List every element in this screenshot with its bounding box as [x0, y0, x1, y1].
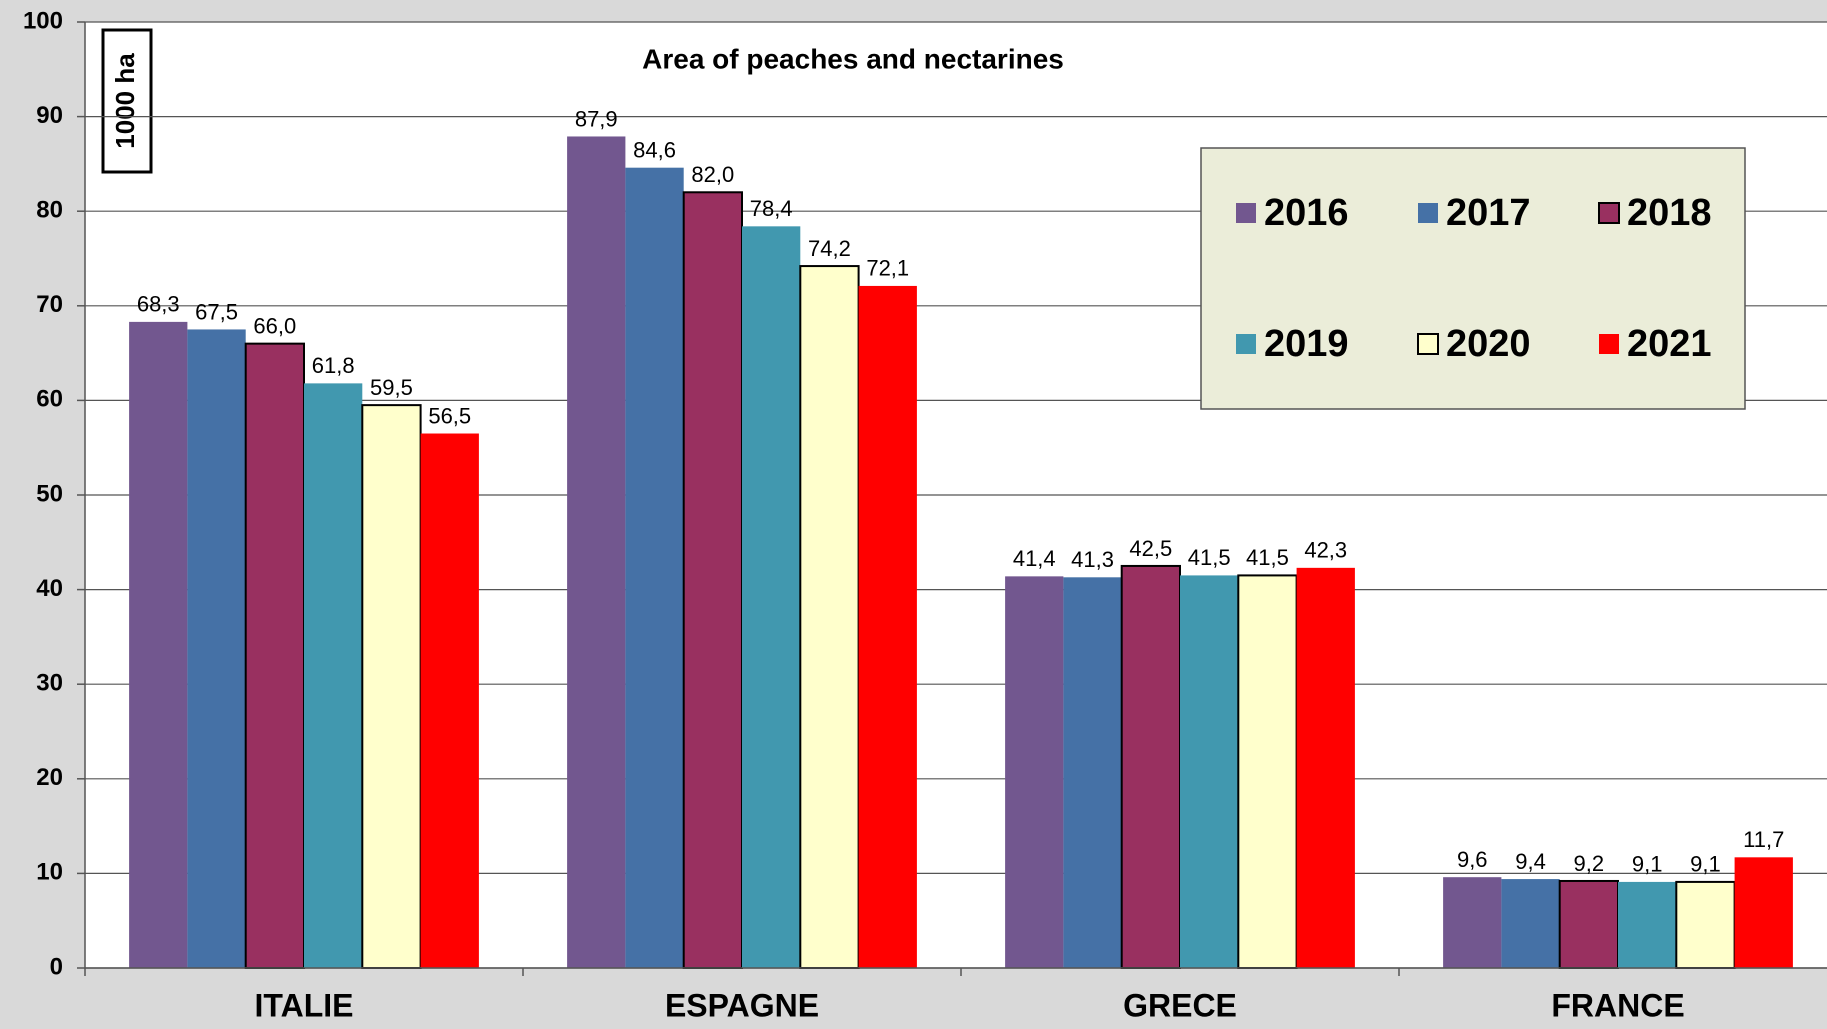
y-tick-label: 70: [36, 291, 63, 318]
bar: [420, 433, 479, 968]
bar: [187, 329, 246, 968]
data-label: 9,1: [1690, 852, 1721, 877]
bar: [361, 404, 422, 969]
data-label: 78,4: [750, 196, 793, 221]
y-tick-label: 80: [36, 197, 63, 224]
data-label: 56,5: [428, 403, 471, 428]
legend-swatch: [1236, 334, 1256, 354]
legend-label: 2016: [1264, 192, 1349, 234]
x-tick-label: ESPAGNE: [665, 987, 819, 1023]
y-tick-label: 40: [36, 575, 63, 602]
data-label: 72,1: [866, 256, 909, 281]
data-label: 68,3: [137, 292, 180, 317]
y-tick-label: 90: [36, 102, 63, 129]
bar: [567, 136, 626, 968]
legend-swatch: [1236, 203, 1256, 223]
legend-label: 2019: [1264, 323, 1349, 365]
x-tick-label: FRANCE: [1551, 987, 1684, 1023]
legend-swatch: [1417, 333, 1439, 355]
data-label: 87,9: [575, 106, 618, 131]
data-label: 9,6: [1457, 847, 1488, 872]
data-label: 41,3: [1071, 547, 1114, 572]
data-label: 82,0: [691, 162, 734, 187]
bar: [304, 383, 363, 968]
legend-swatch: [1598, 202, 1620, 224]
y-axis-label: 1000 ha: [110, 53, 140, 149]
bar: [1734, 857, 1793, 968]
bar: [1501, 879, 1560, 968]
data-label: 42,5: [1129, 536, 1172, 561]
y-tick-label: 50: [36, 480, 63, 507]
legend-swatch: [1599, 334, 1619, 354]
y-tick-label: 60: [36, 386, 63, 413]
y-tick-label: 20: [36, 764, 63, 791]
bar: [1005, 576, 1064, 968]
bar: [1120, 564, 1181, 969]
data-label: 59,5: [370, 375, 413, 400]
data-label: 66,0: [253, 313, 296, 338]
data-label: 67,5: [195, 299, 238, 324]
data-label: 41,4: [1013, 546, 1056, 571]
bar: [1558, 879, 1619, 970]
bar: [625, 167, 684, 968]
legend-swatch: [1418, 203, 1438, 223]
data-label: 9,1: [1632, 852, 1663, 877]
legend-label: 2018: [1627, 192, 1712, 234]
bar: [1443, 877, 1502, 968]
data-label: 9,2: [1574, 851, 1605, 876]
x-tick-label: ITALIE: [255, 987, 354, 1023]
bar: [1180, 575, 1239, 968]
bar: [1237, 574, 1298, 969]
bar: [1675, 880, 1736, 969]
y-tick-label: 0: [50, 953, 63, 980]
data-label: 9,4: [1515, 849, 1546, 874]
data-label: 61,8: [312, 353, 355, 378]
legend-label: 2020: [1446, 323, 1531, 365]
data-label: 41,5: [1188, 545, 1231, 570]
data-label: 41,5: [1246, 545, 1289, 570]
bar: [1296, 567, 1355, 968]
y-tick-label: 10: [36, 859, 63, 886]
y-tick-label: 100: [23, 7, 63, 34]
bar: [244, 342, 305, 969]
bar: [858, 285, 917, 969]
data-label: 11,7: [1743, 827, 1784, 852]
data-label: 42,3: [1304, 538, 1347, 563]
legend-label: 2021: [1627, 323, 1712, 365]
bar: [1063, 577, 1122, 968]
data-label: 84,6: [633, 137, 676, 162]
legend-box: [1200, 147, 1746, 410]
data-label: 74,2: [808, 236, 851, 261]
unit-box: [101, 28, 153, 174]
x-tick-label: GRECE: [1123, 987, 1237, 1023]
y-tick-label: 30: [36, 670, 63, 697]
legend-label: 2017: [1446, 192, 1531, 234]
bar: [742, 226, 801, 968]
bar: [799, 265, 860, 969]
bar: [1618, 881, 1677, 968]
chart-title: Area of peaches and nectarines: [642, 43, 1064, 74]
bar: [129, 321, 188, 969]
bar: [682, 191, 744, 969]
